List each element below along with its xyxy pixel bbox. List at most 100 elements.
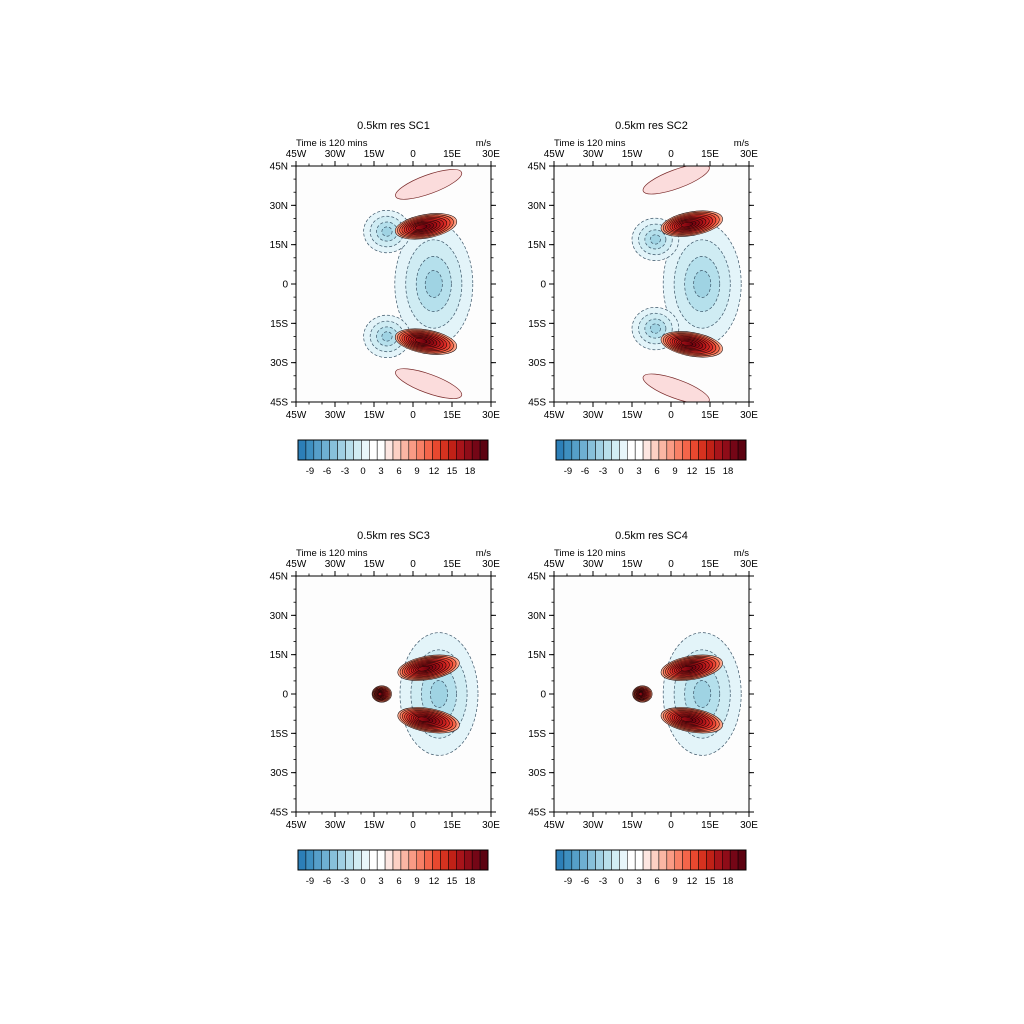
contour-field [632, 632, 742, 756]
colorbar-swatch [611, 439, 620, 461]
colorbar-label: 9 [414, 466, 419, 477]
colorbar-label: 12 [429, 466, 440, 477]
positive-contour [669, 711, 710, 729]
colorbar-swatch [471, 439, 481, 461]
colorbar-swatch [666, 439, 675, 461]
positive-band [642, 166, 710, 195]
positive-contour [406, 659, 447, 677]
y-tick-label: 15N [270, 650, 288, 661]
positive-contour [637, 690, 646, 698]
x-tick-label-top: 30E [740, 149, 758, 160]
positive-contour [680, 716, 693, 723]
colorbar-frame [555, 849, 747, 871]
colorbar-label: 6 [654, 466, 659, 477]
x-tick-label-bottom: 0 [410, 410, 416, 421]
colorbar-swatch [595, 849, 604, 871]
x-tick-label-bottom: 15E [701, 410, 719, 421]
colorbar: -9 -6 -3 0 3 6 9 12 15 18 [555, 849, 747, 887]
colorbar-swatch [369, 439, 378, 461]
positive-contour [399, 708, 457, 733]
colorbar-swatch [376, 849, 386, 871]
y-tick-label: 30S [270, 768, 288, 779]
colorbar-swatch [448, 849, 457, 871]
colorbar-swatch [464, 849, 473, 871]
colorbar-swatch [627, 849, 636, 871]
colorbar-swatch [555, 849, 565, 871]
positive-contour [408, 660, 444, 676]
contour-field [363, 169, 474, 399]
positive-contour [401, 216, 448, 237]
positive-contour [676, 338, 700, 349]
time-label: Time is 120 mins [296, 548, 368, 559]
positive-contour [632, 685, 653, 703]
chart-title: 0.5km res SC2 [615, 120, 688, 132]
positive-contour [401, 331, 448, 352]
x-tick-label-top: 15W [622, 559, 643, 570]
colorbar-label: 15 [705, 466, 716, 477]
colorbar-swatch [321, 439, 330, 461]
x-tick-label-bottom: 30W [583, 410, 604, 421]
colorbar-swatch [674, 849, 683, 871]
x-tick-label-top: 30W [583, 149, 604, 160]
colorbar-swatch [408, 439, 418, 461]
y-tick-label: 45S [528, 808, 546, 819]
negative-contour [693, 680, 712, 708]
colorbar-label: 6 [396, 876, 401, 887]
colorbar-swatch [479, 849, 489, 871]
colorbar-swatch [345, 849, 354, 871]
colorbar-label: 6 [654, 876, 659, 887]
x-tick-label-bottom: 45W [544, 410, 565, 421]
x-tick-label-bottom: 0 [668, 820, 674, 831]
colorbar-swatch [400, 439, 410, 461]
colorbar-swatch [408, 849, 418, 871]
x-tick-label-top: 15E [701, 149, 719, 160]
positive-band [642, 373, 710, 402]
x-tick-label-top: 30E [740, 559, 758, 570]
jet-max [632, 685, 653, 703]
positive-contour [669, 335, 710, 353]
positive-contour [375, 689, 386, 699]
x-tick-label-top: 45W [286, 149, 307, 160]
negative-contour [693, 270, 712, 298]
x-tick-label-top: 30E [482, 559, 500, 570]
units-label: m/s [476, 548, 492, 559]
positive-contour [403, 332, 444, 350]
positive-contour [662, 211, 720, 236]
positive-contour [408, 220, 438, 234]
contour-field [371, 632, 479, 756]
x-tick-label-top: 15W [364, 149, 385, 160]
positive-contour [678, 664, 697, 673]
positive-contour [671, 712, 707, 728]
positive-contour [373, 687, 389, 701]
colorbar-label: 12 [429, 876, 440, 887]
positive-contour [408, 334, 438, 348]
x-tick-label-top: 30E [482, 149, 500, 160]
y-tick-label: 30S [528, 358, 546, 369]
positive-contour [372, 686, 391, 702]
y-tick-label: 15N [528, 650, 546, 661]
positive-contour [413, 714, 437, 725]
x-tick-label-top: 15E [443, 559, 461, 570]
positive-contour [373, 686, 390, 702]
x-tick-label-bottom: 30E [482, 820, 500, 831]
positive-contour [662, 708, 720, 733]
positive-contour [633, 686, 651, 702]
contour-field [631, 166, 742, 402]
negative-contour [381, 331, 393, 342]
colorbar-swatch [666, 849, 675, 871]
negative-contour [424, 270, 443, 298]
negative-contour [381, 226, 393, 237]
y-tick-label: 45S [270, 398, 288, 409]
colorbar-swatch [384, 439, 394, 461]
positive-contour [415, 715, 434, 724]
positive-contour [399, 330, 451, 353]
colorbar-label: -6 [581, 876, 589, 887]
colorbar-label: 9 [414, 876, 419, 887]
positive-contour [376, 690, 385, 698]
positive-contour [660, 210, 723, 237]
y-tick-label: 45N [270, 572, 288, 583]
colorbar-swatch [456, 439, 465, 461]
colorbar-swatch [337, 439, 346, 461]
colorbar-swatch [627, 439, 636, 461]
x-tick-label-top: 0 [668, 559, 674, 570]
